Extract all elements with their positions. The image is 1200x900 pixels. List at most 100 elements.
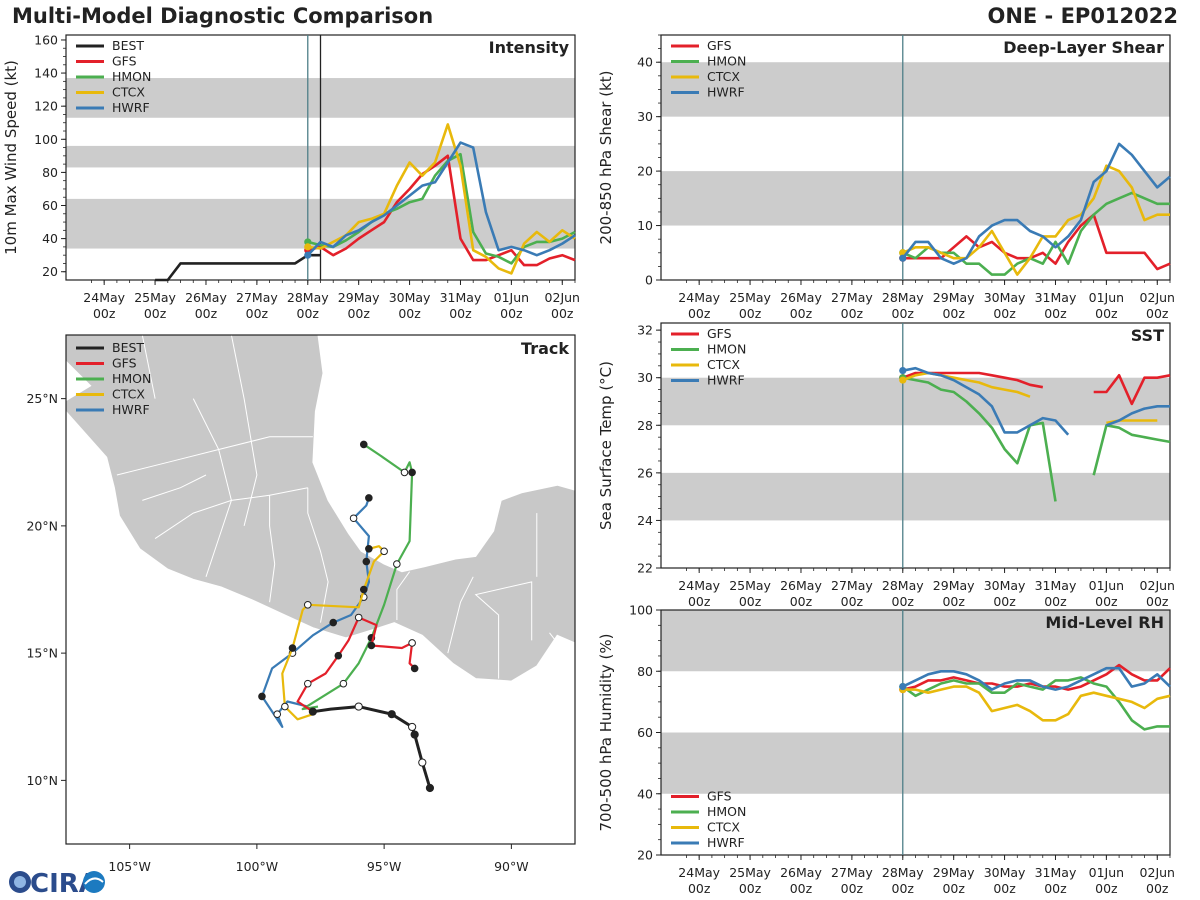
state-border (396, 571, 411, 620)
sst-xtick-date: 28May (882, 578, 924, 593)
intensity-ytick-label: 80 (42, 165, 58, 180)
rh-legend-ctcx: CTCX (707, 820, 740, 835)
sst-init-point-ctcx (899, 376, 907, 384)
sst-legend-ctcx: CTCX (707, 357, 740, 372)
intensity-xtick-date: 31May (440, 290, 482, 305)
rh-xtick-date: 31May (1035, 865, 1077, 880)
intensity-legend-hwrf: HWRF (112, 100, 150, 115)
intensity-xtick-hour: 00z (297, 306, 320, 321)
rh-xtick-date: 24May (678, 865, 720, 880)
rh-xtick-hour: 00z (993, 881, 1016, 896)
shear-series-hwrf (901, 142, 1171, 266)
sst-xtick-date: 01Jun (1089, 578, 1124, 593)
track-marker-ctcx (380, 547, 388, 556)
shear-legend-hwrf: HWRF (707, 85, 745, 100)
rh-legend-gfs: GFS (707, 789, 732, 804)
sst-xtick-hour: 00z (688, 594, 711, 609)
track-xtick-label: 105°W (108, 859, 150, 874)
track-marker-best (418, 758, 427, 767)
state-border (269, 495, 276, 603)
sst-xtick-date: 29May (933, 578, 975, 593)
figure-title: Multi-Model Diagnostic Comparison (12, 4, 434, 28)
track-marker-gfs (410, 664, 419, 673)
shear-xtick-hour: 00z (993, 306, 1016, 321)
rh-xtick-hour: 00z (1146, 881, 1169, 896)
sst-ylabel: Sea Surface Temp (°C) (597, 361, 615, 530)
track-marker-hwrf (362, 557, 371, 566)
intensity-xtick-hour: 00z (551, 306, 574, 321)
rh-xtick-hour: 00z (739, 881, 762, 896)
track-marker-hmon (400, 468, 409, 477)
panel-track: 105°W 100°W 95°W 90°W 10°N 15°N 20°N 25°N Track B… (26, 334, 576, 874)
sst-xtick-hour: 00z (942, 594, 965, 609)
track-marker-hwrf (329, 618, 338, 627)
shear-xtick-date: 28May (882, 290, 924, 305)
shear-xtick-hour: 00z (1095, 306, 1118, 321)
rh-ytick-label: 20 (637, 848, 653, 863)
state-border (230, 335, 258, 527)
sst-legend-gfs: GFS (707, 326, 732, 341)
intensity-legend-ctcx: CTCX (112, 85, 145, 100)
intensity-init-point-hmon (304, 238, 312, 246)
intensity-series-gfs (307, 154, 576, 267)
intensity-ytick-label: 40 (42, 231, 58, 246)
sst-xtick-date: 31May (1035, 578, 1077, 593)
track-marker-best (387, 710, 396, 719)
rh-band-1 (661, 610, 1170, 672)
track-marker-hwrf (273, 710, 282, 719)
intensity-series-hwrf (306, 141, 576, 257)
rh-xtick-hour: 00z (1044, 881, 1067, 896)
rh-xtick-date: 27May (831, 865, 873, 880)
shear-xtick-hour: 00z (1146, 306, 1169, 321)
rh-xtick-date: 29May (933, 865, 975, 880)
intensity-xtick-date: 02Jun (545, 290, 580, 305)
shear-init-point-hwrf (899, 254, 907, 262)
state-border (474, 581, 533, 679)
track-marker-hmon (408, 468, 416, 477)
shear-xtick-hour: 00z (892, 306, 915, 321)
track-marker-gfs (354, 613, 363, 622)
gulf-of-california (66, 360, 92, 402)
intensity-xtick-hour: 00z (144, 306, 167, 321)
panel-rh: 2040608010024May00z25May00z26May00z27May… (597, 603, 1175, 897)
rh-ylabel: 700-500 hPa Humidity (%) (597, 633, 615, 831)
intensity-ytick-label: 140 (34, 66, 58, 81)
shear-legend-ctcx: CTCX (707, 69, 740, 84)
mexico-landmass (66, 335, 575, 682)
shear-ylabel: 200-850 hPa Shear (kt) (597, 71, 615, 245)
track-ytick-label: 25°N (26, 391, 58, 406)
rh-xtick-date: 25May (729, 865, 771, 880)
intensity-series-hmon (307, 152, 576, 265)
track-marker-best (425, 783, 435, 793)
sst-xtick-hour: 00z (1095, 594, 1118, 609)
shear-xtick-date: 26May (780, 290, 822, 305)
rh-series-hwrf (902, 666, 1171, 691)
sst-xtick-date: 25May (729, 578, 771, 593)
intensity-xtick-hour: 00z (195, 306, 218, 321)
sst-series-hwrf (1105, 404, 1170, 427)
intensity-xtick-date: 25May (134, 290, 176, 305)
sst-series-hmon (1092, 423, 1171, 476)
intensity-series-ctcx (307, 123, 576, 275)
sst-xtick-hour: 00z (993, 594, 1016, 609)
shear-xtick-hour: 00z (1044, 306, 1067, 321)
track-land (66, 335, 575, 682)
track-legend-ctcx: CTCX (112, 387, 145, 402)
intensity-xtick-date: 29May (338, 290, 380, 305)
rh-ytick-label: 100 (629, 603, 653, 618)
sst-xtick-hour: 00z (790, 594, 813, 609)
shear-xtick-date: 30May (984, 290, 1026, 305)
intensity-series-best (155, 253, 321, 282)
track-marker-hmon (393, 560, 401, 568)
panel-intensity: 2040608010012014016024May00z25May00z26Ma… (2, 32, 580, 321)
track-marker-gfs (367, 641, 376, 650)
track-legend-gfs: GFS (112, 356, 137, 371)
state-border (192, 398, 232, 577)
shear-series-ctcx (902, 164, 1170, 276)
sst-xtick-hour: 00z (1146, 594, 1169, 609)
intensity-xtick-hour: 00z (93, 306, 116, 321)
rh-xtick-hour: 00z (841, 881, 864, 896)
shear-xtick-date: 25May (729, 290, 771, 305)
intensity-xtick-date: 28May (287, 290, 329, 305)
rh-series-gfs (902, 663, 1171, 691)
